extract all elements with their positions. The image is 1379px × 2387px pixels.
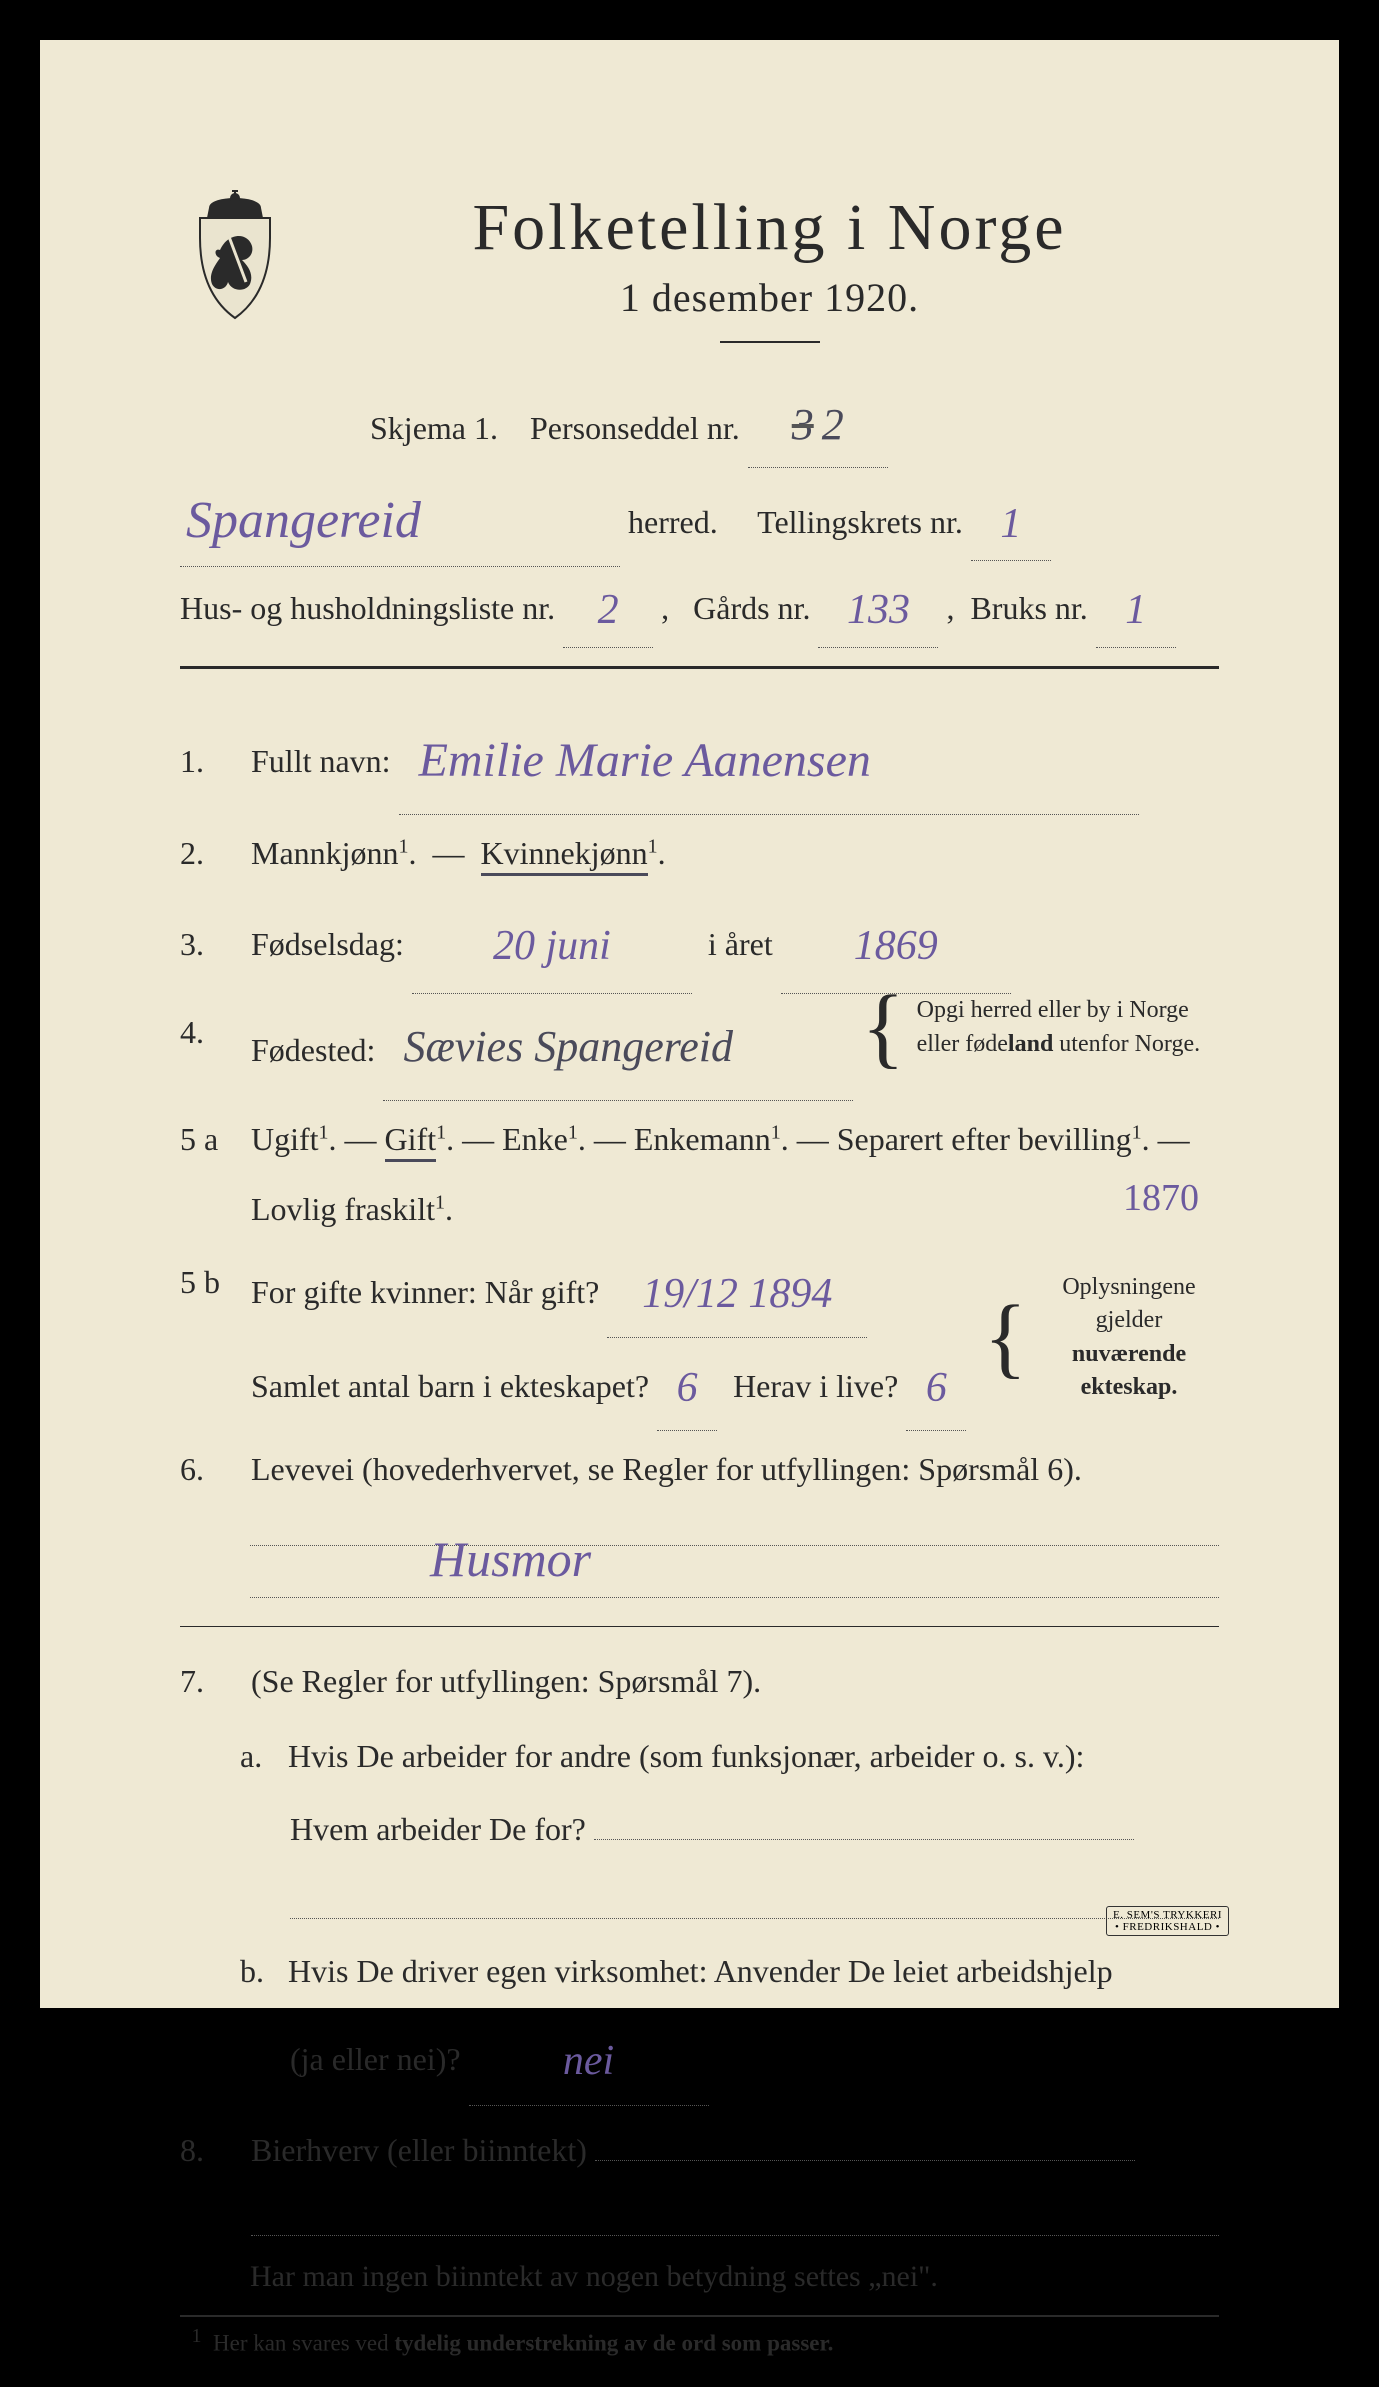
q3-label: Fødselsdag:: [251, 926, 404, 962]
q7a-letter: a.: [240, 1720, 280, 1794]
q2-mannkjonn: Mannkjønn: [251, 835, 399, 871]
q4: 4. Fødested: Sævies Spangereid { Opgi he…: [180, 994, 1219, 1101]
rule-1: [180, 666, 1219, 669]
herred-value: Spangereid: [186, 492, 421, 549]
q6-fill-1: Husmor: [250, 1526, 1219, 1546]
q1-value: Emilie Marie Aanensen: [399, 734, 871, 787]
q5a-gift: Gift: [385, 1121, 437, 1162]
q1-label: Fullt navn:: [251, 743, 391, 779]
q3-year-label: i året: [708, 926, 773, 962]
tellingskrets-label: Tellingskrets nr.: [757, 504, 963, 540]
q6-num: 6.: [180, 1431, 235, 1508]
q5b: 5 b For gifte kvinner: Når gift? 19/12 1…: [180, 1244, 1219, 1431]
rule-2: [180, 1626, 1219, 1627]
title-block: Folketelling i Norge 1 desember 1920.: [320, 190, 1219, 373]
q5a-enkemann: Enkemann: [634, 1121, 771, 1157]
q5a-separert: Separert efter bevilling: [837, 1121, 1132, 1157]
q8-label: Bierhverv (eller biinntekt): [251, 2132, 587, 2168]
title-divider: [720, 341, 820, 343]
q5b-gift-value: 19/12 1894: [642, 1271, 832, 1317]
form-content: Folketelling i Norge 1 desember 1920. Sk…: [70, 90, 1309, 2387]
husliste-label: Hus- og husholdningsliste nr.: [180, 590, 555, 626]
q5a-enke: Enke: [502, 1121, 568, 1157]
q7a: a. Hvis De arbeider for andre (som funks…: [180, 1720, 1219, 1867]
q2-kvinnekjonn: Kvinnekjønn: [481, 835, 648, 876]
census-form-page: Folketelling i Norge 1 desember 1920. Sk…: [0, 0, 1379, 2048]
q7a-text2: Hvem arbeider De for?: [290, 1811, 586, 1847]
personseddel-value: 2: [822, 400, 844, 449]
husliste-value: 2: [598, 587, 619, 633]
q8-fill: [251, 2235, 1219, 2236]
skjema-label: Skjema 1.: [370, 410, 498, 446]
q8: 8. Bierhverv (eller biinntekt): [180, 2112, 1219, 2236]
bruks-value: 1: [1125, 587, 1146, 633]
q4-value: Sævies Spangereid: [383, 1022, 733, 1071]
q8-note: Har man ingen biinntekt av nogen betydni…: [250, 2248, 1219, 2305]
q7a-text1: Hvis De arbeider for andre (som funksjon…: [288, 1738, 1084, 1774]
q4-label: Fødested:: [251, 1032, 375, 1068]
q3-year-value: 1869: [854, 923, 938, 969]
gards-label: Gårds nr.: [693, 590, 810, 626]
q7a-fill: [290, 1899, 1219, 1919]
q5a-margin-year: 1870: [1123, 1157, 1199, 1241]
q2-num: 2.: [180, 815, 235, 892]
q7-num: 7.: [180, 1643, 235, 1720]
herred-line: Spangereid herred. Tellingskrets nr. 1: [180, 468, 1219, 568]
q7b: b. Hvis De driver egen virksomhet: Anven…: [180, 1935, 1219, 2106]
coat-of-arms-icon: [180, 190, 290, 330]
q7-label: (Se Regler for utfyllingen: Spørsmål 7).: [251, 1663, 761, 1699]
q6-value: Husmor: [250, 1531, 591, 1587]
q5a-ugift: Ugift: [251, 1121, 319, 1157]
q5b-live-value: 6: [926, 1365, 947, 1411]
q5b-barn-value: 6: [677, 1365, 698, 1411]
q7b-value: nei: [563, 2038, 614, 2084]
q2: 2. Mannkjønn1. — Kvinnekjønn1.: [180, 815, 1219, 892]
q4-note: { Opgi herred eller by i Norge eller fød…: [861, 994, 1200, 1061]
skjema-line: Skjema 1. Personseddel nr. 3 2: [370, 383, 1219, 468]
tellingskrets-value: 1: [1000, 501, 1021, 547]
q5b-label3: Herav i live?: [733, 1368, 898, 1404]
q4-num: 4.: [180, 994, 235, 1071]
personseddel-struck: 3: [792, 400, 814, 449]
q3: 3. Fødselsdag: 20 juni i året 1869: [180, 892, 1219, 994]
main-title: Folketelling i Norge: [320, 190, 1219, 266]
herred-label: herred.: [628, 504, 718, 540]
q5a-num: 5 a: [180, 1101, 235, 1178]
q3-num: 3.: [180, 906, 235, 983]
q1-num: 1.: [180, 723, 235, 800]
q8-num: 8.: [180, 2112, 235, 2189]
q7: 7. (Se Regler for utfyllingen: Spørsmål …: [180, 1643, 1219, 1720]
q1: 1. Fullt navn: Emilie Marie Aanensen: [180, 699, 1219, 815]
q7b-text2: (ja eller nei)?: [290, 2041, 461, 2077]
q7b-text1: Hvis De driver egen virksomhet: Anvender…: [288, 1953, 1113, 1989]
q5b-label2: Samlet antal barn i ekteskapet?: [251, 1368, 649, 1404]
q6-label: Levevei (hovederhvervet, se Regler for u…: [251, 1451, 1082, 1487]
q5b-num: 5 b: [180, 1244, 235, 1321]
header: Folketelling i Norge 1 desember 1920.: [180, 190, 1219, 373]
husliste-line: Hus- og husholdningsliste nr. 2 , Gårds …: [180, 567, 1219, 648]
q6: 6. Levevei (hovederhvervet, se Regler fo…: [180, 1431, 1219, 1508]
q5b-note: { Oplysningene gjelder nuværende ekteska…: [984, 1244, 1219, 1431]
bruks-label: Bruks nr.: [970, 590, 1087, 626]
q5a-lovlig: Lovlig fraskilt: [251, 1191, 435, 1227]
footnote: 1 Her kan svares ved tydelig understrekn…: [180, 2315, 1219, 2357]
q5b-label1: For gifte kvinner: Når gift?: [251, 1274, 599, 1310]
q7b-letter: b.: [240, 1935, 280, 2009]
gards-value: 133: [847, 587, 910, 633]
printer-mark: E. SEM'S TRYKKERI • FREDRIKSHALD •: [1106, 1906, 1229, 1936]
q3-day-value: 20 juni: [493, 923, 611, 969]
personseddel-label: Personseddel nr.: [530, 410, 740, 446]
q5a: 5 a Ugift1. — Gift1. — Enke1. — Enkemann…: [180, 1101, 1219, 1245]
subtitle-date: 1 desember 1920.: [320, 274, 1219, 321]
